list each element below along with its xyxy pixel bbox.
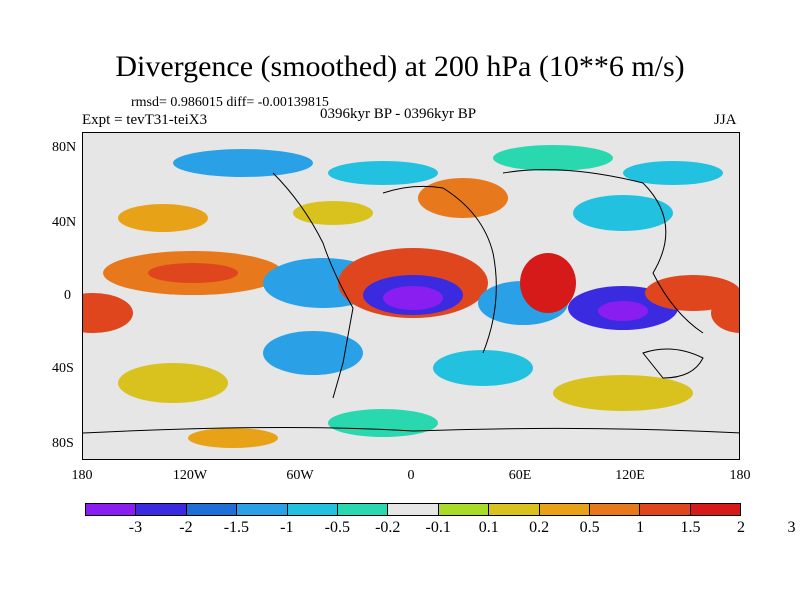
plot-title: Divergence (smoothed) at 200 hPa (10**6 … (115, 50, 685, 83)
colorbar-label: 0.1 (478, 519, 499, 536)
colorbar-label: -1 (280, 519, 294, 536)
season-label: JJA (714, 112, 737, 128)
colorbar-label: 0.2 (529, 519, 550, 536)
colorbar-label: -3 (128, 519, 143, 536)
colorbar-label: -0.1 (425, 519, 451, 536)
colorbar-label: 1.5 (680, 519, 701, 536)
colorbar-swatch (640, 504, 691, 515)
y-tick-label: 40N (52, 215, 77, 230)
map-panel (82, 132, 740, 460)
colorbar-label: -0.5 (324, 519, 350, 536)
colorbar-swatch (337, 504, 389, 515)
divergence-field-map (83, 133, 739, 459)
x-tick-label: 0 (407, 468, 415, 483)
period-label: 0396kyr BP - 0396kyr BP (320, 106, 477, 122)
colorbar-swatch (237, 504, 288, 515)
colorbar-swatch (690, 504, 741, 515)
colorbar-label: 2 (737, 519, 745, 536)
x-tick-label: 180 (729, 468, 751, 483)
colorbar-swatch (186, 504, 238, 515)
colorbar-label: 0.5 (579, 519, 600, 536)
x-tick-label: 120E (615, 468, 645, 483)
x-tick-label: 180 (71, 468, 93, 483)
colorbar-label: 3 (787, 519, 796, 536)
colorbar-swatch (489, 504, 540, 515)
colorbar-swatch (136, 504, 187, 515)
colorbar-swatch (438, 504, 490, 515)
x-tick-label: 60E (508, 468, 532, 483)
y-tick-label: 80N (52, 140, 77, 155)
colorbar-label: -0.2 (375, 519, 401, 536)
colorbar-swatch (388, 504, 439, 515)
colorbar-swatch (589, 504, 641, 515)
colorbar-swatch (539, 504, 590, 515)
colorbar-label: -1.5 (223, 519, 250, 536)
y-tick-label: 0 (64, 288, 71, 303)
colorbar-label: -2 (179, 519, 193, 536)
stats-line: rmsd= 0.986015 diff= -0.00139815 (131, 95, 329, 110)
experiment-label: Expt = tevT31-teiX3 (82, 112, 208, 128)
y-tick-label: 40S (52, 361, 74, 376)
colorbar (85, 503, 741, 516)
colorbar-swatch (287, 504, 338, 515)
colorbar-swatch (86, 504, 137, 515)
x-tick-label: 60W (286, 468, 314, 483)
x-tick-label: 120W (172, 468, 208, 483)
colorbar-label: 1 (636, 519, 645, 536)
y-tick-label: 80S (52, 436, 74, 451)
